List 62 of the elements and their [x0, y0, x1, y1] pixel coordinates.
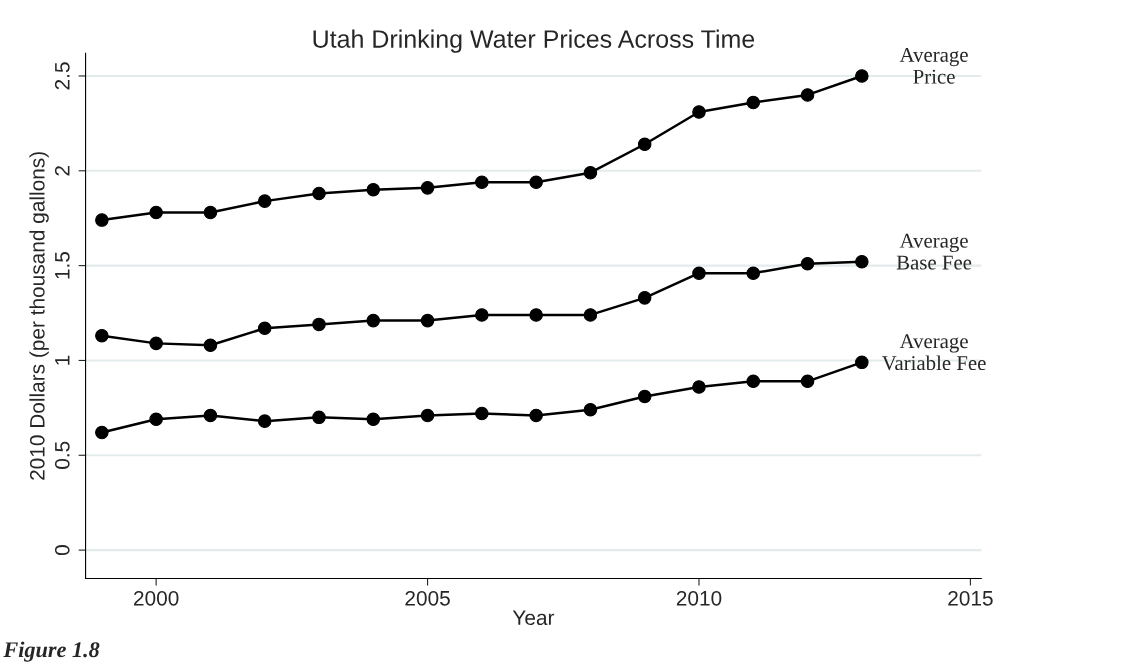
- point: [637, 291, 652, 305]
- point: [203, 205, 218, 220]
- point: [855, 255, 869, 269]
- point: [420, 313, 435, 328]
- point: [366, 412, 381, 427]
- series-label: Average Price: [899, 47, 968, 84]
- x-tick-label: 2000: [134, 590, 179, 606]
- x-tick-label: 2010: [676, 590, 722, 606]
- point: [800, 374, 815, 389]
- point: [95, 329, 109, 343]
- series-label: Average Base Fee: [896, 233, 972, 270]
- point: [95, 425, 109, 440]
- point: [312, 317, 326, 332]
- y-axis-title: 2010 Dollars (per thousand gallons): [29, 152, 49, 480]
- point: [855, 355, 869, 370]
- point: [583, 402, 598, 417]
- point: [149, 412, 163, 427]
- point: [203, 338, 218, 353]
- y-tick-label: 1.5: [55, 252, 70, 279]
- point: [420, 408, 435, 423]
- point: [366, 182, 381, 197]
- point: [637, 389, 652, 404]
- point: [529, 308, 543, 322]
- point: [149, 336, 163, 351]
- point: [366, 313, 381, 328]
- point: [692, 380, 706, 394]
- point: [529, 175, 543, 189]
- y-tick-label: 2.5: [54, 62, 70, 90]
- point: [583, 308, 598, 322]
- x-axis-title: Year: [512, 610, 555, 626]
- x-tick-label: 2005: [405, 590, 450, 606]
- point: [529, 408, 543, 423]
- point: [257, 194, 272, 208]
- point: [746, 95, 761, 110]
- chart-title: Utah Drinking Water Prices Across Time: [313, 29, 755, 53]
- series-label: Average Variable Fee: [881, 334, 986, 371]
- point: [257, 414, 272, 428]
- point: [637, 137, 652, 151]
- point: [475, 406, 489, 421]
- point: [855, 69, 869, 83]
- x-tick-label: 2015: [948, 590, 993, 606]
- point: [746, 374, 761, 389]
- caption: Figure 1.8: [3, 641, 100, 662]
- point: [312, 410, 326, 425]
- point: [203, 408, 218, 423]
- y-tick-label: 1: [55, 355, 70, 365]
- point: [800, 256, 815, 271]
- point: [692, 266, 706, 280]
- point: [312, 186, 326, 201]
- point: [475, 175, 489, 189]
- point: [583, 165, 598, 180]
- y-tick-label: 2: [54, 166, 70, 176]
- y-tick-label: 0: [54, 545, 70, 556]
- point: [257, 321, 272, 335]
- y-tick-label: 0.5: [54, 441, 70, 469]
- point: [95, 213, 109, 227]
- point: [149, 205, 163, 220]
- point: [420, 181, 435, 195]
- point: [800, 88, 815, 102]
- point: [746, 266, 761, 280]
- point: [475, 308, 489, 322]
- point: [692, 105, 706, 119]
